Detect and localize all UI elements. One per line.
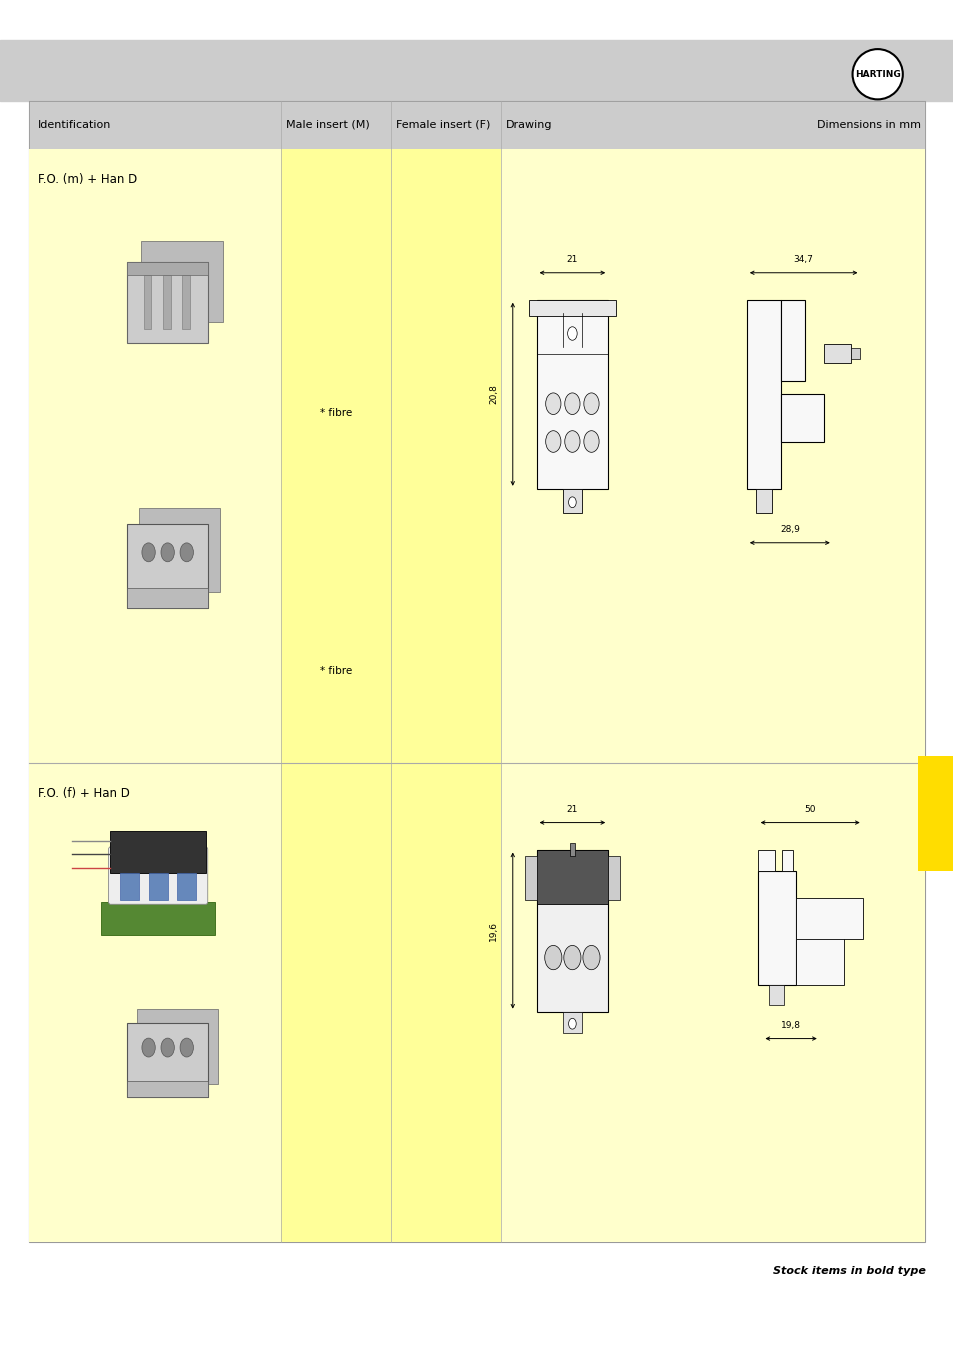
Text: 21: 21	[566, 805, 578, 814]
Text: 50: 50	[803, 805, 815, 814]
Bar	[127, 1081, 208, 1098]
Circle shape	[583, 393, 598, 414]
Bar	[29, 101, 924, 1242]
Bar	[500, 763, 924, 1242]
Text: 19,6: 19,6	[489, 921, 497, 941]
FancyBboxPatch shape	[109, 846, 208, 905]
Bar	[0, 40, 953, 101]
Bar	[391, 763, 500, 1242]
Bar	[850, 348, 860, 359]
Bar	[607, 856, 618, 899]
Bar	[569, 842, 575, 856]
Circle shape	[563, 945, 580, 969]
Bar	[768, 984, 783, 1004]
Bar	[756, 489, 771, 513]
Bar	[163, 275, 171, 329]
Text: Stock items in bold type: Stock items in bold type	[772, 1266, 924, 1276]
Bar	[111, 830, 206, 873]
Bar	[149, 873, 168, 899]
Circle shape	[180, 1038, 193, 1057]
Text: Male insert (M): Male insert (M)	[286, 120, 370, 130]
Circle shape	[567, 327, 577, 340]
Bar	[746, 300, 781, 489]
Bar	[182, 275, 190, 329]
Bar	[917, 756, 953, 871]
Circle shape	[180, 543, 193, 562]
Text: 20,8: 20,8	[489, 385, 497, 404]
Bar	[127, 587, 208, 608]
Bar	[781, 849, 792, 871]
Bar	[524, 856, 536, 899]
Bar	[500, 148, 924, 763]
Text: 19,8: 19,8	[781, 1021, 801, 1030]
Text: 34,7: 34,7	[793, 255, 813, 263]
Bar	[781, 300, 804, 381]
Bar	[29, 763, 281, 1242]
Bar	[536, 849, 607, 903]
Circle shape	[161, 1038, 174, 1057]
Bar	[757, 871, 795, 984]
Circle shape	[544, 945, 561, 969]
Circle shape	[545, 393, 560, 414]
Text: HARTING: HARTING	[854, 70, 900, 78]
Bar	[795, 898, 862, 938]
Bar	[281, 763, 391, 1242]
Text: Dimensions in mm: Dimensions in mm	[816, 120, 920, 130]
Bar	[562, 1011, 581, 1033]
Circle shape	[583, 431, 598, 452]
Circle shape	[568, 1018, 576, 1029]
Bar	[795, 903, 842, 984]
Text: Female insert (F): Female insert (F)	[395, 120, 490, 130]
Bar	[177, 873, 196, 899]
Text: Identification: Identification	[38, 120, 112, 130]
Bar	[138, 508, 219, 591]
Bar	[528, 300, 616, 316]
Bar	[823, 344, 850, 363]
Bar	[120, 873, 139, 899]
Circle shape	[564, 431, 579, 452]
Bar	[781, 394, 823, 441]
Bar	[29, 101, 924, 148]
Circle shape	[142, 543, 155, 562]
Circle shape	[564, 393, 579, 414]
Text: F.O. (m) + Han D: F.O. (m) + Han D	[38, 173, 137, 186]
Circle shape	[582, 945, 599, 969]
Bar	[141, 242, 222, 323]
Bar	[127, 262, 208, 275]
Circle shape	[142, 1038, 155, 1057]
Bar	[281, 148, 391, 763]
Bar	[127, 1023, 208, 1098]
Bar	[562, 489, 581, 513]
Bar	[536, 300, 607, 489]
Text: 21: 21	[566, 255, 578, 263]
Bar	[29, 148, 281, 763]
Text: Drawing: Drawing	[505, 120, 552, 130]
Bar	[127, 262, 208, 343]
Bar	[144, 275, 152, 329]
Bar	[127, 524, 208, 608]
Circle shape	[545, 431, 560, 452]
Circle shape	[568, 497, 576, 508]
Bar	[136, 1010, 217, 1084]
Text: 28,9: 28,9	[779, 525, 799, 533]
Text: F.O. (f) + Han D: F.O. (f) + Han D	[38, 787, 130, 801]
Text: * fibre: * fibre	[320, 666, 352, 676]
Circle shape	[161, 543, 174, 562]
Bar	[757, 849, 774, 871]
Bar	[391, 148, 500, 763]
Bar	[536, 849, 607, 1011]
Bar	[101, 902, 215, 934]
Text: * fibre: * fibre	[320, 408, 352, 417]
